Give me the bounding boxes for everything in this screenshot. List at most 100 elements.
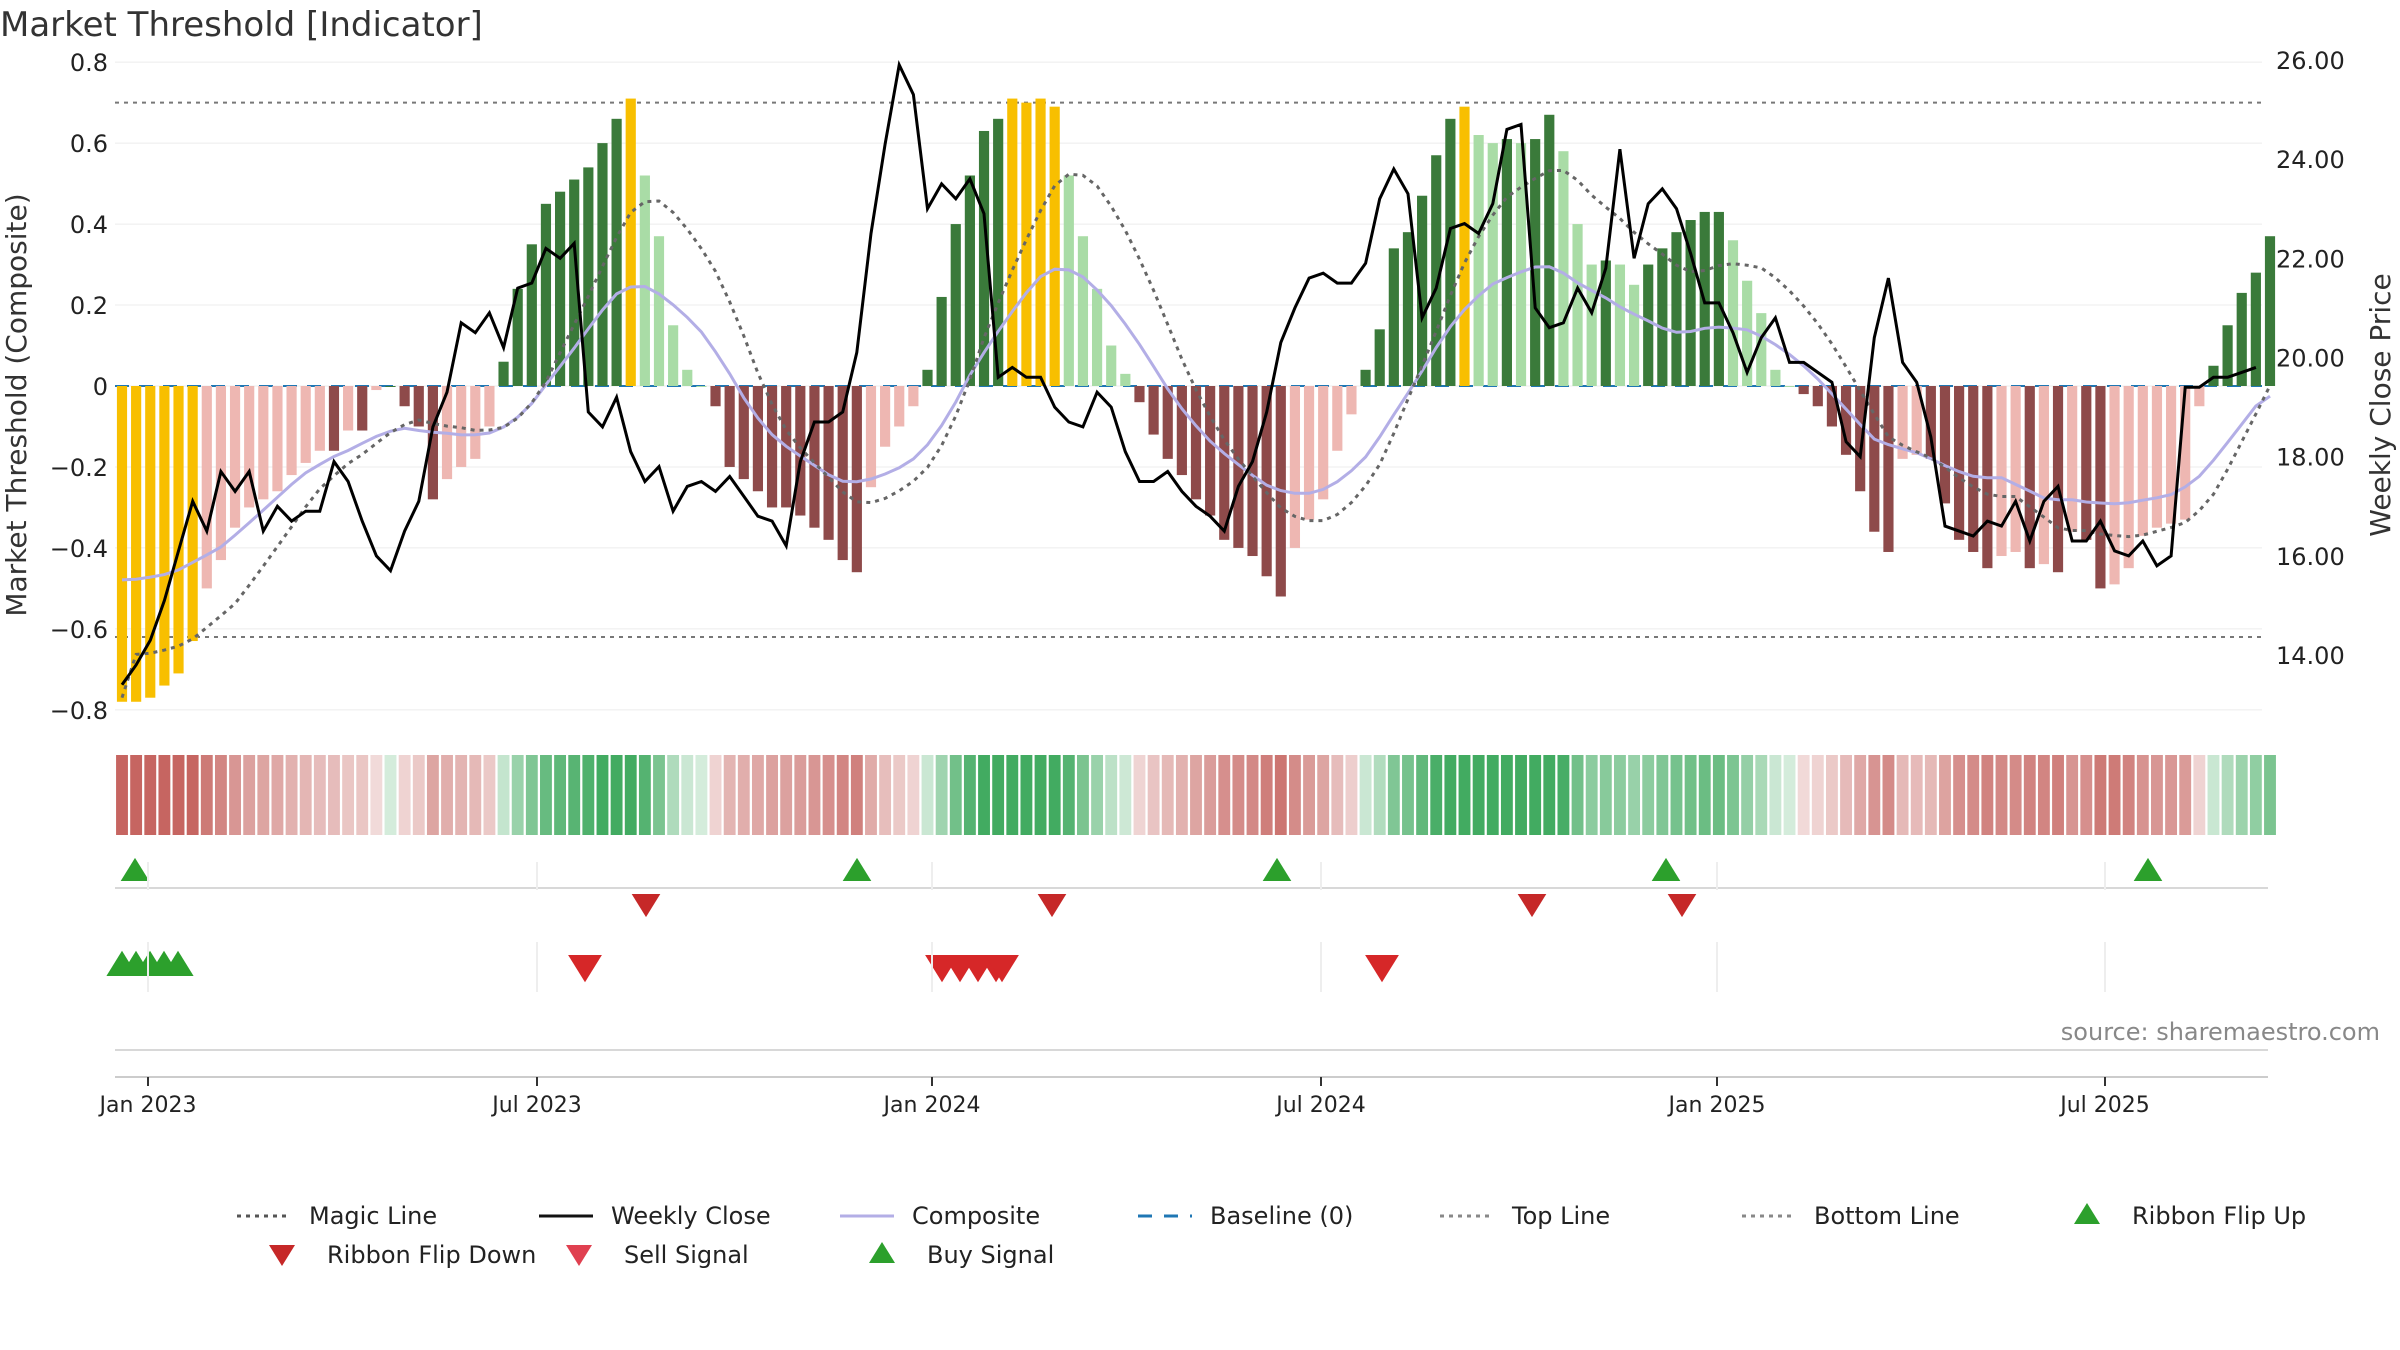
ribbon-cell: [794, 755, 807, 835]
composite-bar: [286, 386, 297, 476]
composite-bar: [1897, 386, 1908, 459]
y2-tick-label: 18.00: [2276, 444, 2345, 472]
composite-bar: [1374, 329, 1385, 386]
x-tick-label: Jan 2024: [882, 1093, 981, 1118]
legend-item: Magic Line: [237, 1202, 437, 1230]
composite-bar: [131, 386, 142, 702]
composite-bar: [1727, 240, 1739, 386]
ribbon-cell: [949, 755, 962, 835]
legend-label: Bottom Line: [1814, 1202, 1960, 1230]
composite-bar: [1501, 139, 1512, 386]
composite-bar: [2123, 386, 2134, 569]
composite-bar: [1459, 106, 1470, 387]
ribbon-cell: [582, 755, 595, 835]
ribbon-cell: [1910, 755, 1923, 835]
ribbon-cell: [313, 755, 326, 835]
ribbon-cell: [1034, 755, 1047, 835]
ribbon-cell: [2249, 755, 2262, 835]
ribbon-cell: [1232, 755, 1245, 835]
ribbon-cell: [200, 755, 213, 835]
ribbon-cell: [2193, 755, 2206, 835]
composite-bar: [1417, 195, 1428, 386]
composite-bar: [187, 386, 198, 642]
composite-bar: [145, 386, 156, 698]
composite-bar: [1360, 369, 1371, 386]
ribbon-cell: [1698, 755, 1711, 835]
composite-bar: [1869, 386, 1880, 532]
ribbon-cell: [116, 755, 128, 835]
composite-bar: [427, 386, 438, 500]
ribbon-cell: [1614, 755, 1626, 835]
x-tick-label: Jan 2023: [98, 1093, 197, 1118]
ribbon-cell: [1755, 755, 1768, 835]
ribbon-cell: [1359, 755, 1372, 835]
composite-bar: [244, 386, 255, 508]
ribbon-cell: [540, 755, 552, 835]
ribbon-cell: [624, 755, 637, 835]
ribbon-cell: [850, 755, 863, 835]
legend: Magic Line Weekly Close Composite Baseline …: [237, 1202, 2306, 1269]
ribbon-cell: [1105, 755, 1118, 835]
composite-bar: [2038, 386, 2049, 565]
composite-bar: [752, 386, 764, 492]
composite-bar: [328, 386, 340, 451]
ribbon-cell: [1246, 755, 1259, 835]
composite-bar: [950, 224, 961, 386]
composite-bar: [2250, 272, 2261, 386]
composite-bar: [1657, 248, 1668, 386]
x-tick-label: Jul 2024: [1274, 1093, 1366, 1118]
composite-bar: [1388, 248, 1399, 386]
magic-line: [120, 168, 2272, 699]
ribbon-cell: [243, 755, 256, 835]
composite-bar: [1515, 143, 1527, 386]
ribbon-cell: [497, 755, 510, 835]
composite-bar: [1007, 98, 1018, 387]
ribbon-cell: [1260, 755, 1273, 835]
composite-bar: [823, 386, 834, 540]
ribbon-cell: [342, 755, 355, 835]
ribbon-cell: [271, 755, 284, 835]
composite-bar: [2194, 386, 2205, 407]
ribbon-cell: [1190, 755, 1202, 835]
composite-bar: [2165, 386, 2177, 524]
ribbon-cell: [1825, 755, 1838, 835]
composite-bar: [1077, 236, 1089, 386]
composite-bar: [1063, 175, 1074, 386]
composite-bar: [399, 386, 410, 407]
y-axis-label: Market Threshold (Composite): [0, 193, 33, 616]
composite-bars: [116, 98, 2276, 702]
composite-bar: [1742, 280, 1753, 386]
composite-bar: [371, 386, 382, 391]
ribbon-cell: [1712, 755, 1725, 835]
ribbon-cell: [766, 755, 778, 835]
ribbon-cell: [1515, 755, 1527, 835]
ribbon-cell: [299, 755, 312, 835]
x-tick-label: Jul 2023: [490, 1093, 582, 1118]
composite-bar: [1346, 386, 1357, 415]
composite-bar: [1558, 151, 1569, 386]
ribbon-cell: [667, 755, 680, 835]
ribbon-cell: [1288, 755, 1301, 835]
composite-bar: [1812, 386, 1823, 407]
composite-bar: [1671, 232, 1682, 386]
y2-tick-label: 26.00: [2276, 47, 2345, 75]
composite-bar: [993, 118, 1004, 386]
legend-triangle-down-icon: [269, 1245, 295, 1266]
composite-bar: [1021, 102, 1032, 387]
composite-bar: [554, 191, 566, 386]
ribbon-cell: [1175, 755, 1188, 835]
composite-bar: [908, 386, 919, 407]
ribbon-cell: [158, 755, 171, 835]
ribbon-flip-down-marker: [1037, 894, 1067, 918]
ribbon-cell: [935, 755, 948, 835]
ribbon-cell: [2151, 755, 2163, 835]
ribbon-strip: [116, 755, 2276, 835]
ribbon-cell: [1006, 755, 1019, 835]
legend-triangle-down-icon: [566, 1245, 592, 1266]
legend-triangle-up-icon: [869, 1242, 895, 1263]
composite-bar: [1925, 386, 1936, 459]
ribbon-cell: [1585, 755, 1598, 835]
legend-item: Ribbon Flip Down: [269, 1241, 536, 1269]
ribbon-cell: [1062, 755, 1075, 835]
